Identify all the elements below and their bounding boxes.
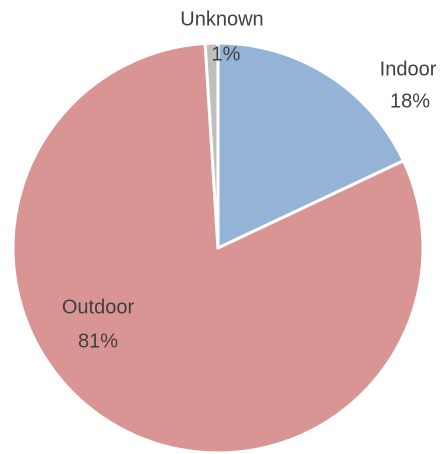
slice-label: Indoor xyxy=(380,58,437,80)
slice-value-label: 18% xyxy=(390,90,430,112)
slice-value-label: 1% xyxy=(212,43,241,65)
slice-value-label: 81% xyxy=(78,330,118,352)
pie-slice xyxy=(216,41,405,250)
slice-label: Unknown xyxy=(180,8,263,30)
pie-slice xyxy=(203,41,220,250)
slice-label: Outdoor xyxy=(62,296,135,318)
